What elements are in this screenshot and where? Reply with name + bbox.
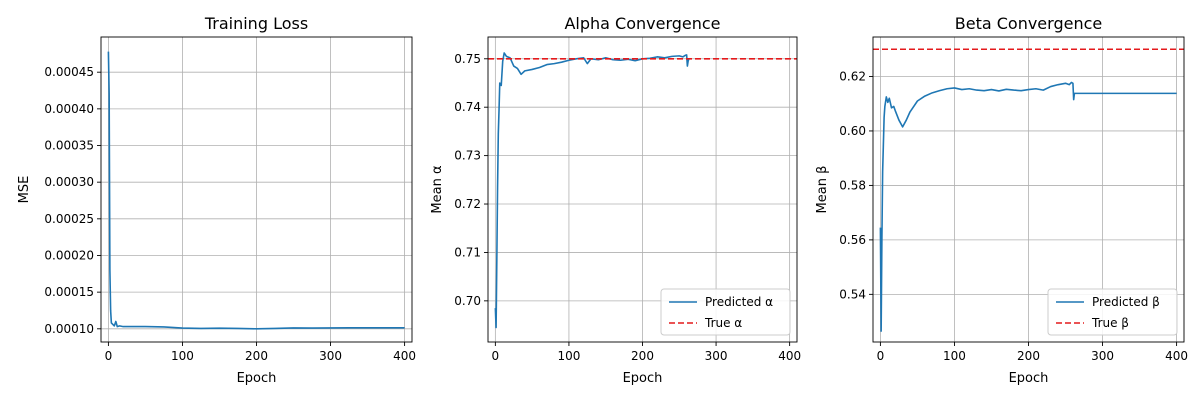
x-tick-label: 100 [171, 349, 194, 363]
x-tick-label: 400 [1165, 349, 1188, 363]
y-tick-label: 0.00020 [44, 248, 94, 262]
legend-label: True α [704, 316, 742, 330]
chart-title: Training Loss [204, 14, 308, 33]
y-tick-label: 0.73 [454, 149, 481, 163]
x-tick-label: 0 [492, 349, 500, 363]
chart-panel-1: 0 100 200 300 400 0.00010 0.00015 0.00020 0.0002… [17, 14, 416, 386]
legend: Predicted α True α [660, 288, 791, 336]
y-tick-label: 0.74 [454, 100, 481, 114]
chart-panel-3: 0 100 200 300 400 0.54 0.56 0.58 0.60 0.62 Beta Co… [815, 14, 1188, 386]
x-tick-label: 200 [1017, 349, 1040, 363]
x-tick-label: 300 [705, 349, 728, 363]
y-tick-label: 0.60 [839, 124, 866, 138]
y-tick-label: 0.00040 [44, 102, 94, 116]
legend: Predicted β True β [1047, 288, 1178, 336]
x-tick-label: 300 [319, 349, 342, 363]
legend-box [660, 288, 791, 336]
y-tick-label: 0.00015 [44, 285, 94, 299]
legend-label: Predicted α [705, 295, 773, 309]
legend-label: True β [1091, 316, 1129, 330]
x-axis-label: Epoch [1009, 371, 1049, 386]
x-tick-label: 400 [778, 349, 801, 363]
chart-title: Beta Convergence [955, 14, 1102, 33]
series-line-predicted [879, 81, 1177, 332]
x-tick-label: 200 [631, 349, 654, 363]
x-tick-label: 100 [557, 349, 580, 363]
legend-box [1047, 288, 1178, 336]
series-line [107, 51, 405, 330]
y-tick-label: 0.00045 [44, 65, 94, 79]
x-axis-label: Epoch [237, 371, 277, 386]
y-axis-label: Mean β [815, 166, 830, 214]
y-axis-label: MSE [17, 176, 32, 204]
y-axis-label: Mean α [430, 165, 445, 213]
x-tick-label: 0 [105, 349, 113, 363]
series-line-predicted [494, 52, 690, 329]
y-tick-label: 0.00030 [44, 175, 94, 189]
x-axis-label: Epoch [623, 371, 663, 386]
x-tick-label: 100 [943, 349, 966, 363]
legend-label: Predicted β [1092, 295, 1160, 309]
y-tick-label: 0.58 [839, 178, 866, 192]
y-tick-label: 0.62 [839, 69, 866, 83]
y-tick-label: 0.00035 [44, 139, 94, 153]
chart-title: Alpha Convergence [564, 14, 720, 33]
y-tick-label: 0.00010 [44, 322, 94, 336]
y-tick-label: 0.75 [454, 52, 481, 66]
chart-panel-2: 0 100 200 300 400 0.70 0.71 0.72 0.73 0.74 0.75 Alp… [430, 14, 801, 386]
y-tick-label: 0.70 [454, 294, 481, 308]
x-tick-label: 300 [1091, 349, 1114, 363]
y-tick-label: 0.54 [839, 287, 866, 301]
x-tick-label: 0 [877, 349, 885, 363]
y-tick-label: 0.71 [454, 245, 481, 259]
y-tick-label: 0.00025 [44, 212, 94, 226]
x-tick-label: 400 [393, 349, 416, 363]
y-tick-label: 0.72 [454, 197, 481, 211]
y-tick-label: 0.56 [839, 233, 866, 247]
x-tick-label: 200 [245, 349, 268, 363]
